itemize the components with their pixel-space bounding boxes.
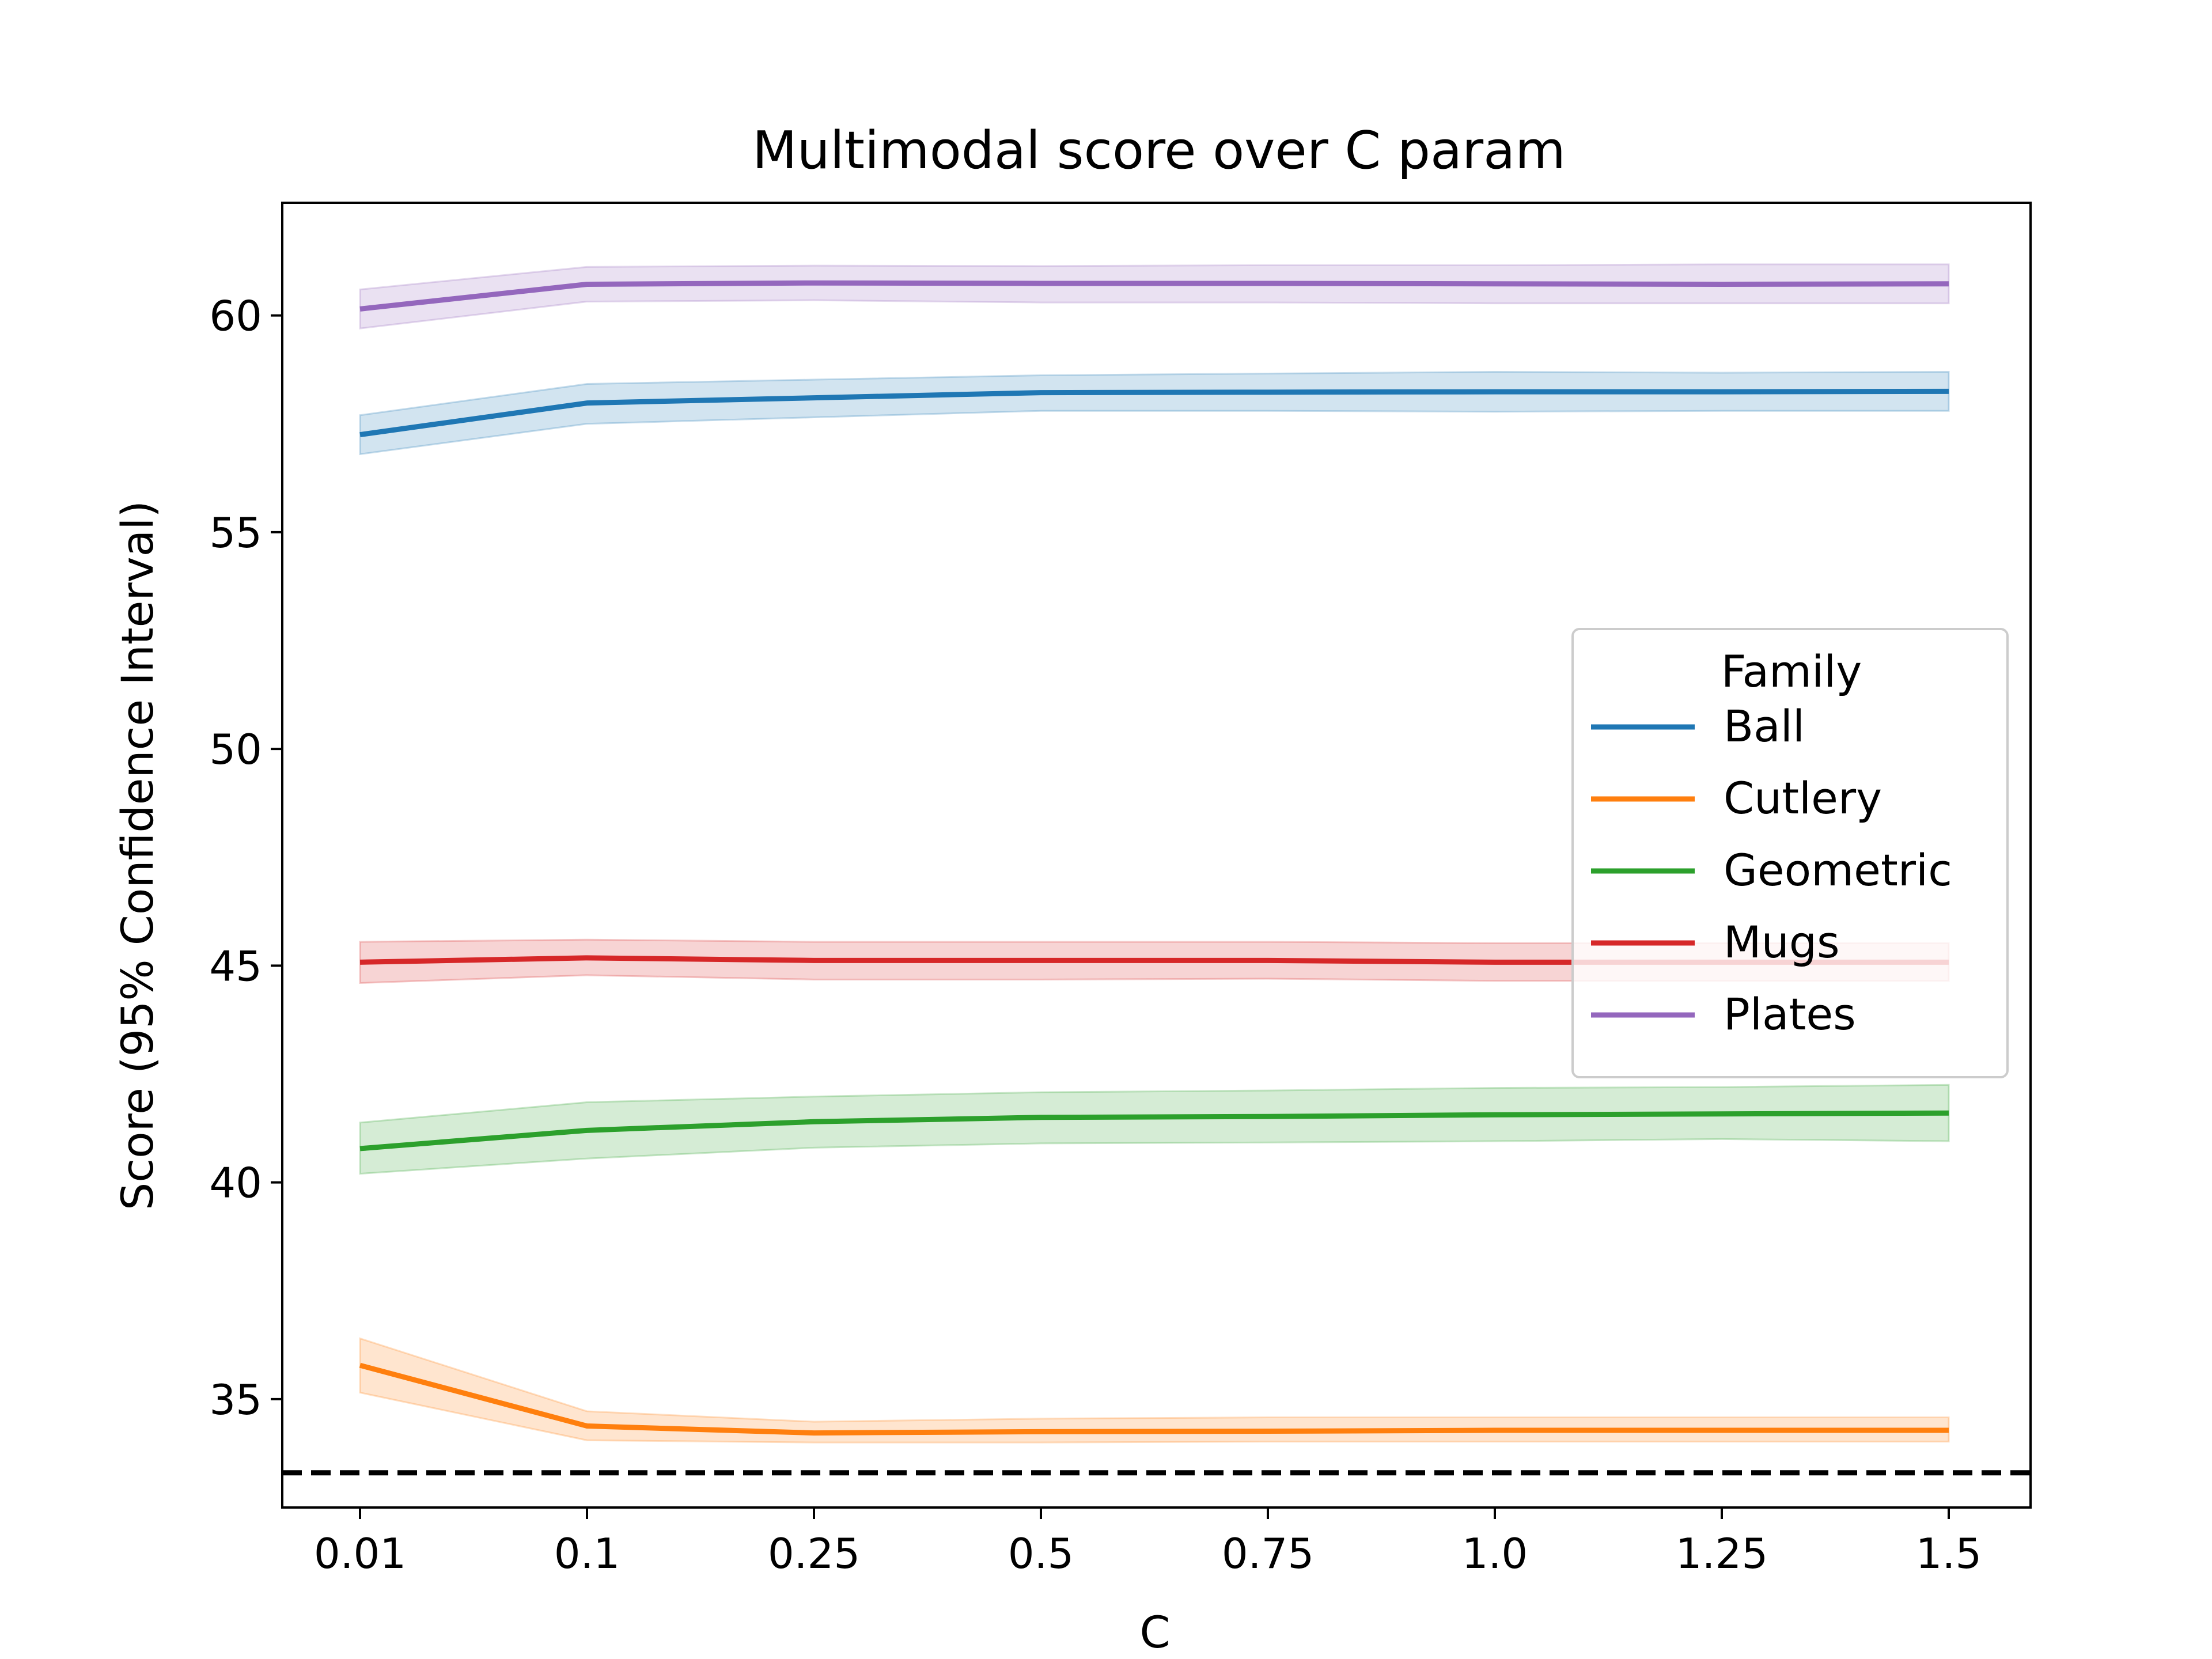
line-ball [359,388,1949,438]
x-tick-label: 0.5 [1008,1529,1074,1578]
y-axis-label: Score (95% Confidence Interval) [112,501,163,1210]
x-tick-label: 1.5 [1916,1529,1982,1578]
line-cutlery [359,1362,1949,1436]
band-ball [359,370,1950,456]
band-plates [359,263,1950,329]
x-tick-label: 1.25 [1676,1529,1768,1578]
y-axis: 35 40 45 50 55 60 [209,292,282,1424]
x-tick-label: 0.01 [314,1529,406,1578]
line-geometric [359,1110,1949,1152]
legend-title: Family [1721,646,1862,697]
x-tick-label: 0.1 [554,1529,620,1578]
y-tick-label: 35 [209,1376,262,1424]
legend-label-ball: Ball [1724,700,1805,752]
line-plates [359,280,1949,312]
legend-box [1571,628,2009,1078]
band-geometric [359,1084,1950,1175]
y-tick-label: 45 [209,942,262,990]
x-axis-label: C [1139,1607,1170,1658]
legend-label-mugs: Mugs [1724,916,1840,968]
x-tick-label: 0.25 [768,1529,860,1578]
chart-title: Multimodal score over C param [752,120,1566,181]
legend-label-geometric: Geometric [1724,844,1952,896]
x-axis: 0.01 0.1 0.25 0.5 0.75 1.0 1.25 1.5 [314,1508,1982,1578]
x-tick-label: 0.75 [1222,1529,1314,1578]
y-tick-label: 40 [209,1159,262,1207]
legend-label-plates: Plates [1724,988,1856,1040]
x-tick-label: 1.0 [1462,1529,1528,1578]
y-tick-label: 55 [209,509,262,557]
plot-frame [281,202,2032,1509]
legend-label-cutlery: Cutlery [1724,772,1882,824]
series-lines [359,280,1949,1436]
y-tick-label: 50 [209,725,262,774]
y-tick-label: 60 [209,292,262,340]
